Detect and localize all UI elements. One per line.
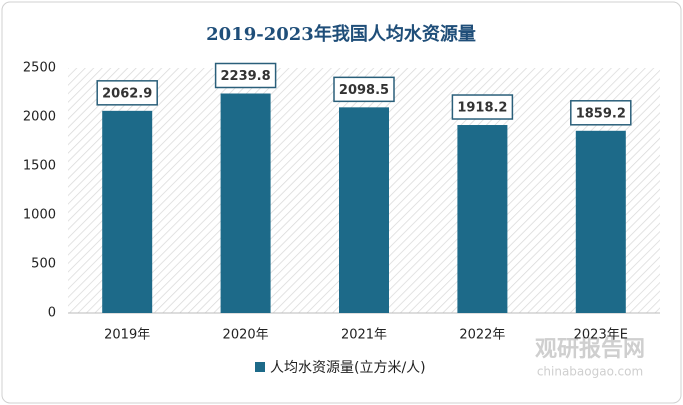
y-tick-label: 0 bbox=[48, 306, 56, 321]
value-label: 1918.2 bbox=[457, 101, 507, 116]
bar bbox=[339, 107, 389, 313]
value-label: 2239.8 bbox=[221, 69, 271, 84]
value-label: 2062.9 bbox=[102, 86, 152, 101]
bar bbox=[575, 130, 626, 313]
value-label: 2098.5 bbox=[339, 83, 389, 98]
legend-label: 人均水资源量(立方米/人) bbox=[270, 360, 426, 376]
x-tick-label: 2019年 bbox=[104, 328, 150, 343]
x-tick-label: 2021年 bbox=[341, 328, 387, 343]
chart-title: 2019-2023年我国人均水资源量 bbox=[206, 23, 476, 45]
watermark: 观研报告网 bbox=[535, 337, 645, 362]
value-label-box bbox=[214, 62, 277, 89]
y-tick-label: 500 bbox=[31, 257, 56, 272]
y-tick-label: 2500 bbox=[23, 61, 56, 76]
value-label-box bbox=[451, 94, 514, 120]
bar bbox=[457, 125, 508, 313]
value-label: 1859.2 bbox=[576, 106, 626, 121]
x-tick-label: 2020年 bbox=[223, 328, 269, 343]
bar bbox=[102, 110, 153, 313]
value-label-box bbox=[96, 80, 158, 106]
legend-swatch bbox=[255, 362, 265, 372]
x-tick-label: 2022年 bbox=[459, 328, 505, 343]
value-label-box bbox=[333, 76, 395, 103]
watermark-url: chinabaogao.com bbox=[537, 365, 643, 379]
y-tick-label: 1000 bbox=[23, 208, 56, 223]
y-tick-label: 2000 bbox=[23, 110, 56, 125]
bar bbox=[220, 93, 271, 313]
x-tick-label: 2023年E bbox=[574, 328, 628, 343]
y-tick-label: 1500 bbox=[23, 159, 56, 174]
value-label-box bbox=[570, 100, 632, 126]
